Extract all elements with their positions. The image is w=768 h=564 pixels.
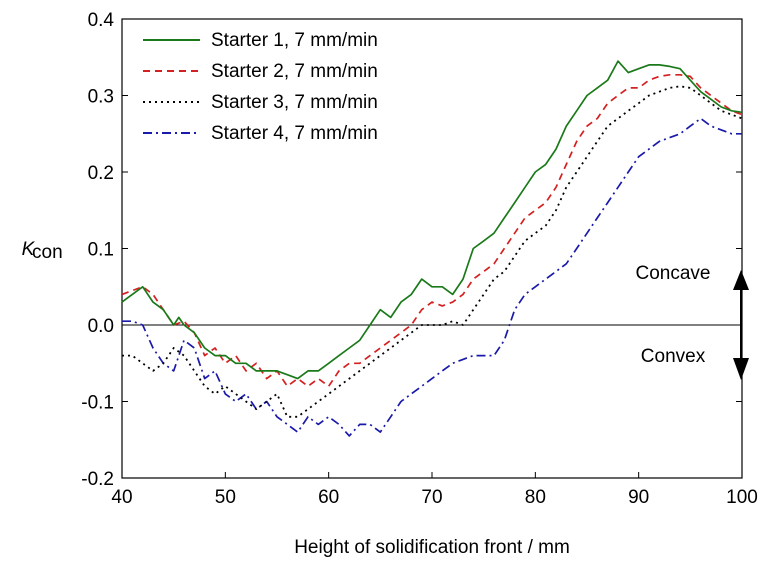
x-tick-label: 70: [421, 487, 442, 508]
series-line-2: [121, 73, 743, 388]
x-axis-title: Height of solidification front / mm: [294, 537, 570, 558]
series-line-3: [122, 85, 743, 418]
x-tick-label: 60: [318, 487, 339, 508]
x-tick-label: 80: [525, 487, 546, 508]
x-tick-label: 50: [215, 487, 236, 508]
annotation-concave: Concave: [636, 263, 711, 284]
x-tick-label: 100: [726, 487, 758, 508]
y-axis-title: K: [22, 239, 36, 260]
series-line-4: [122, 117, 742, 437]
arrow-up-icon: [733, 270, 749, 324]
y-tick-label: 0.0: [88, 316, 114, 337]
y-tick-label: 0.4: [88, 10, 115, 31]
legend-label-1: Starter 1, 7 mm/min: [211, 30, 378, 51]
plot-area: [121, 18, 743, 479]
y-tick-label: 0.2: [88, 163, 114, 184]
y-tick-label: -0.2: [81, 469, 114, 490]
y-axis-title-subscript: con: [32, 242, 63, 263]
y-tick-label: 0.3: [88, 87, 114, 108]
series-layer: [121, 60, 743, 437]
y-tick-label: 0.1: [88, 240, 114, 261]
annotation-convex: Convex: [641, 346, 706, 367]
legend-label-4: Starter 4, 7 mm/min: [211, 123, 378, 144]
x-axis: 40 50 60 70 80 90 100: [111, 472, 758, 508]
x-tick-label: 90: [628, 487, 649, 508]
x-tick-label: 40: [111, 487, 132, 508]
legend-label-2: Starter 2, 7 mm/min: [211, 61, 378, 82]
plot-frame: [121, 18, 743, 479]
arrow-down-icon: [733, 324, 749, 380]
y-tick-label: -0.1: [81, 393, 114, 414]
y-axis: -0.2 -0.1 0.0 0.1 0.2 0.3 0.4: [81, 10, 742, 490]
series-line-1: [121, 60, 743, 380]
legend-label-3: Starter 3, 7 mm/min: [211, 92, 378, 113]
legend: Starter 1, 7 mm/min Starter 2, 7 mm/min St…: [143, 30, 378, 144]
